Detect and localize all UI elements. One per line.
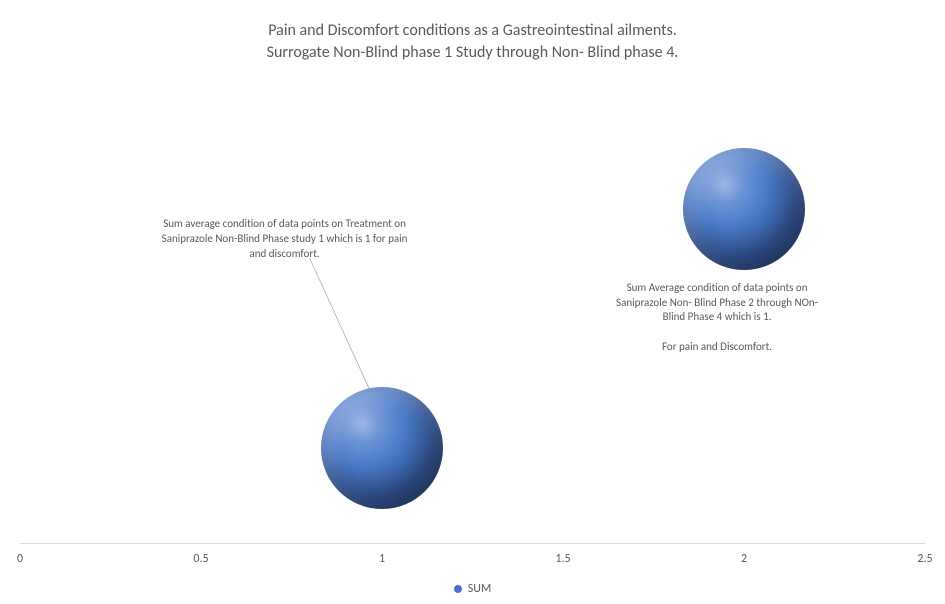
plot-area: 00.511.522.5Sum average condition of dat… (20, 90, 925, 544)
data-bubble (321, 387, 443, 509)
x-tick-label: 1.5 (555, 552, 570, 566)
chart-title-line1: Pain and Discomfort conditions as a Gast… (268, 21, 677, 40)
x-tick-label: 1 (379, 552, 385, 566)
x-axis-line (20, 543, 925, 544)
chart-title-line2: Surrogate Non-Blind phase 1 Study throug… (267, 43, 679, 62)
x-tick-label: 2 (741, 552, 747, 566)
x-tick-label: 0.5 (193, 552, 208, 566)
bubble-chart: Pain and Discomfort conditions as a Gast… (0, 0, 945, 604)
chart-title: Pain and Discomfort conditions as a Gast… (0, 20, 945, 63)
legend: SUM (0, 582, 945, 596)
legend-marker (454, 585, 462, 593)
x-tick-label: 2.5 (917, 552, 932, 566)
bubble-callout-label: Sum average condition of data points on … (120, 217, 450, 262)
data-bubble (683, 148, 805, 270)
x-tick-label: 0 (17, 552, 23, 566)
bubble-callout-label: Sum Average condition of data points onS… (572, 281, 862, 355)
legend-label: SUM (468, 582, 491, 596)
